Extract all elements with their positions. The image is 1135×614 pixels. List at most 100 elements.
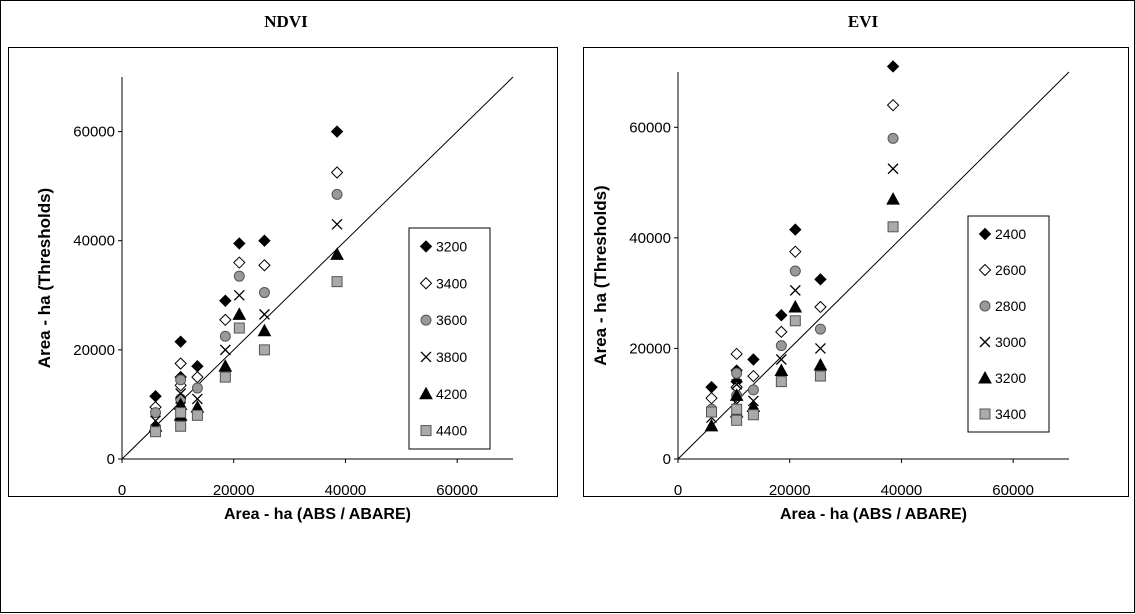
data-point-ndvi [233,270,245,282]
y-axis-label-evi: Area - ha (Thresholds) [591,185,610,365]
data-point-ndvi [191,360,204,373]
data-point-evi [814,342,826,354]
legend-label-evi: 3000 [995,334,1026,350]
data-point-evi [747,353,760,366]
data-point-evi [887,132,899,144]
x-tick-label-evi: 20000 [769,482,811,499]
x-axis-label-evi: Area - ha (ABS / ABARE) [780,506,967,523]
data-point-evi [775,325,788,339]
data-point-evi [789,265,801,277]
data-point-ndvi [258,287,270,299]
data-point-evi [705,380,718,394]
data-point-ndvi [191,393,203,405]
y-tick-label-evi: 40000 [629,230,671,247]
data-point-ndvi [233,289,245,301]
legend-marker-ndvi [420,351,432,363]
y-axis-label-ndvi: Area - ha (Thresholds) [35,188,54,368]
legend-marker-ndvi [420,314,432,326]
y-tick-label-ndvi: 20000 [73,342,115,359]
legend-label-evi: 3200 [995,370,1026,386]
data-point-evi [789,223,802,236]
data-point-ndvi [174,357,187,370]
y-tick-label-ndvi: 40000 [73,233,115,250]
one-to-one-line-evi [677,71,1070,460]
legend-marker-ndvi [420,425,432,437]
data-point-ndvi [175,374,187,386]
y-tick-label-evi: 20000 [629,340,671,357]
data-point-ndvi [331,218,343,230]
x-tick-label-ndvi: 40000 [325,482,367,499]
data-point-evi [706,406,718,418]
data-point-ndvi [219,371,231,383]
data-point-ndvi [258,234,271,247]
x-tick-label-ndvi: 20000 [213,482,255,499]
data-point-evi [704,418,719,432]
data-point-evi [775,376,787,388]
y-tick-label-evi: 60000 [629,119,671,136]
chart-frame-evi [583,47,1129,497]
data-point-ndvi [258,259,271,272]
x-tick-label-evi: 0 [674,482,682,499]
x-tick-label-evi: 40000 [881,482,923,499]
data-point-evi [729,388,744,401]
data-point-ndvi [175,388,187,399]
x-tick-label-ndvi: 60000 [436,482,478,499]
data-point-evi [814,370,826,382]
x-tick-label-evi: 60000 [992,482,1034,499]
data-point-evi [731,403,743,415]
data-point-ndvi [257,323,272,337]
data-point-evi [886,98,900,112]
data-point-evi [731,414,743,426]
data-point-evi [788,299,803,313]
data-point-ndvi [150,426,162,438]
legend-label-ndvi: 3200 [436,238,467,254]
legend-label-ndvi: 4400 [436,423,467,439]
x-tick-label-ndvi: 0 [118,482,126,499]
data-point-ndvi [219,313,232,327]
data-point-ndvi [219,330,231,342]
legend-box-ndvi [408,227,491,450]
data-point-evi [775,354,787,365]
data-point-evi [775,340,787,352]
legend-marker-ndvi [419,240,433,253]
legend-label-evi: 2400 [995,226,1026,242]
data-point-evi [789,284,801,296]
data-point-evi [789,315,801,327]
data-point-ndvi [233,237,246,250]
legend-marker-evi [979,300,991,312]
legend-marker-ndvi [419,386,433,400]
chart-frame-ndvi [8,47,558,497]
data-point-ndvi [232,307,247,320]
data-point-ndvi [219,344,231,356]
data-point-ndvi [175,407,187,419]
y-tick-label-ndvi: 0 [107,451,115,468]
data-point-ndvi [331,276,343,288]
legend-marker-evi [978,370,992,384]
data-point-evi [747,369,760,383]
data-point-evi [731,367,743,379]
data-point-ndvi [191,382,203,394]
legend-label-ndvi: 3800 [436,349,467,365]
data-point-ndvi [258,344,270,356]
legend-label-evi: 2600 [995,262,1026,278]
data-point-evi [814,273,827,286]
legend-label-ndvi: 3400 [436,275,467,291]
data-point-ndvi [258,308,270,320]
legend-marker-ndvi [419,277,433,290]
legend-marker-evi [979,336,991,348]
data-point-ndvi [175,420,187,432]
data-point-evi [814,300,827,314]
data-point-evi [887,163,899,175]
data-point-evi [775,309,788,322]
data-point-evi [730,347,743,361]
data-point-ndvi [150,407,162,419]
data-point-evi [886,192,900,205]
one-to-one-line-ndvi [121,76,514,460]
data-point-evi [886,60,900,73]
chart-title-evi: EVI [847,12,879,31]
data-point-ndvi [330,125,344,138]
data-point-ndvi [219,294,232,307]
y-tick-label-ndvi: 60000 [73,124,115,141]
legend-marker-evi [978,263,992,277]
